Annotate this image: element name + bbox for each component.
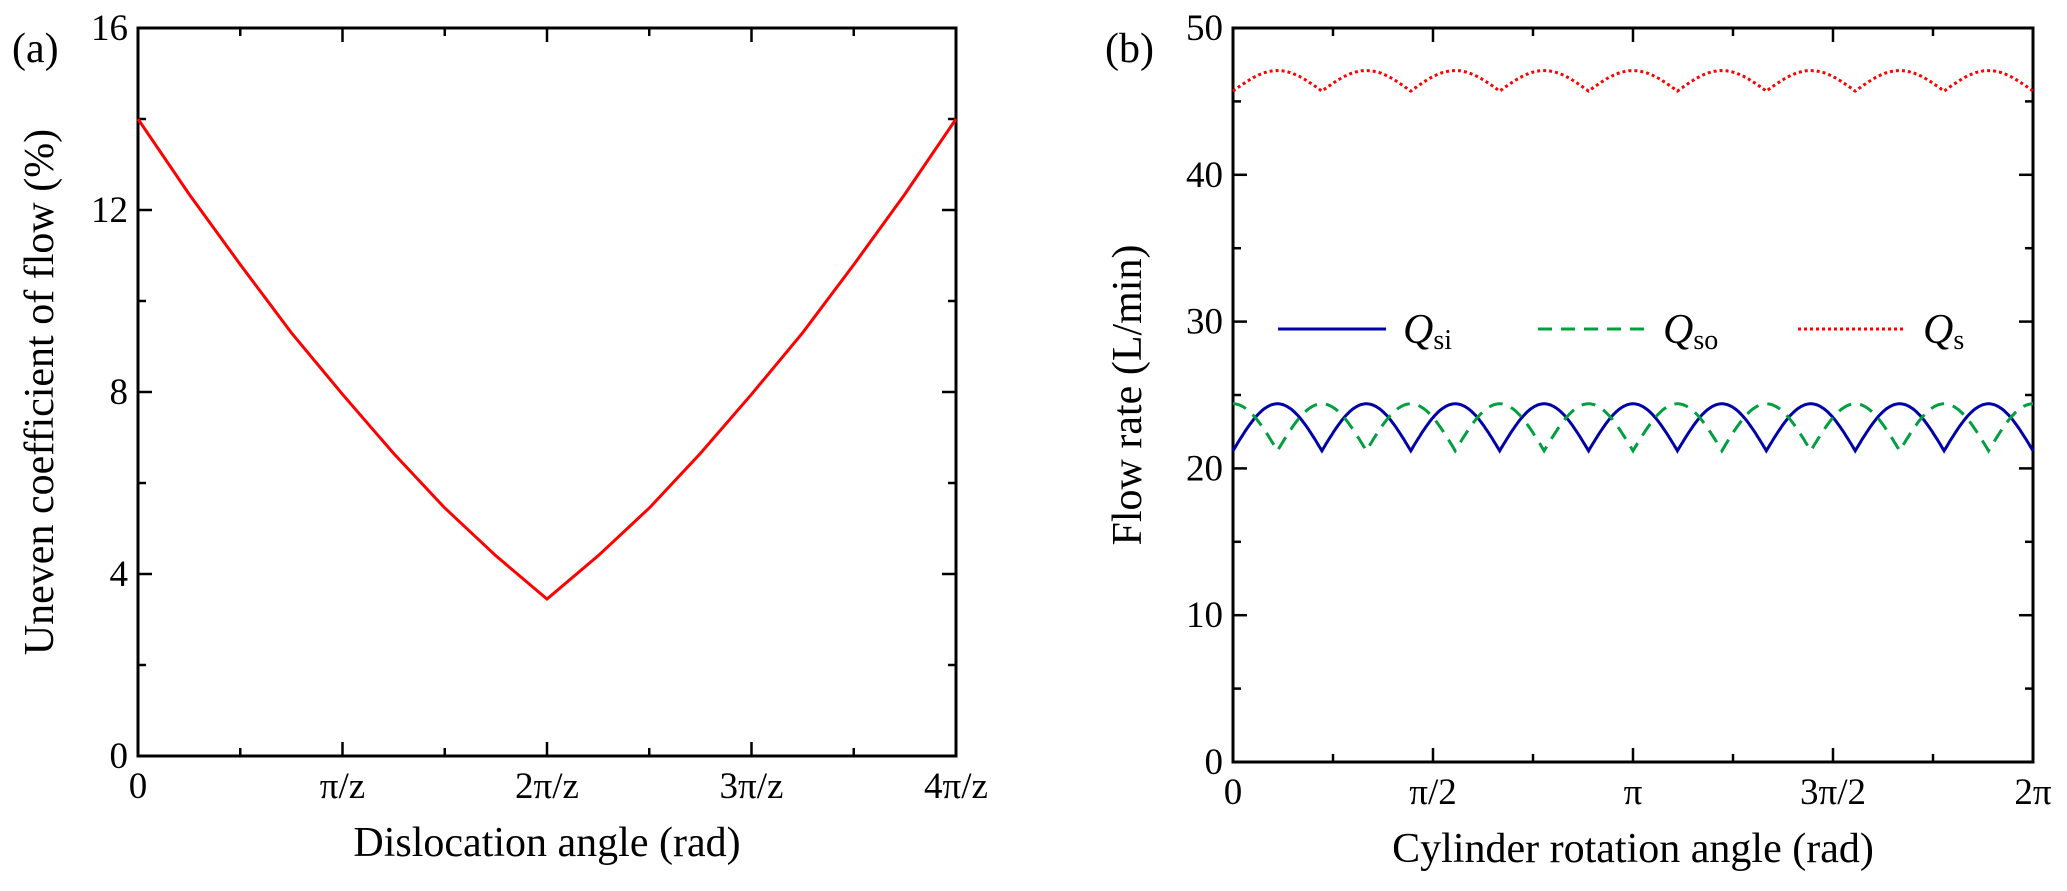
y-tick-label: 40: [1186, 155, 1223, 196]
panel-b-x-axis-title: Cylinder rotation angle (rad): [1392, 826, 1874, 872]
y-tick-label: 20: [1186, 448, 1223, 489]
x-tick-label: 3π/z: [720, 766, 784, 807]
panel-b-series: [1231, 69, 2035, 454]
y-tick-label: 12: [91, 190, 128, 231]
panel-b-legend: Qsi Qso Qs: [1278, 307, 1964, 356]
y-tick-label: 4: [110, 554, 129, 595]
y-tick-label: 0: [110, 736, 129, 777]
panel-a-ticks: [136, 26, 958, 758]
y-tick-label: 50: [1186, 8, 1223, 49]
y-tick-label: 16: [91, 8, 128, 49]
y-tick-label: 10: [1186, 595, 1223, 636]
panel-a-series: [136, 118, 958, 601]
y-tick-label: 30: [1186, 302, 1223, 343]
series-line-qs: [1232, 69, 2034, 93]
panel-a-label: (a): [12, 26, 59, 72]
x-tick-label: 2π/z: [515, 766, 579, 807]
legend-label-qs: Qs: [1923, 307, 1964, 356]
series-line-qsi: [1231, 402, 2035, 454]
panel-b-chart: (b) 0 π/2 π 3π/2 2π 0 10 20 30 40 50 Qsi Qso Qs Cyl…: [1105, 8, 2052, 872]
y-tick-label: 8: [110, 372, 129, 413]
legend-label-qso: Qso: [1663, 307, 1718, 356]
series-line-qso: [1233, 402, 2033, 454]
panel-a-plot-frame: [136, 26, 958, 758]
panel-b-plot-frame: [1231, 26, 2035, 764]
panel-b-y-axis-title: Flow rate (L/min): [1105, 245, 1151, 546]
x-tick-label: π/2: [1409, 772, 1456, 813]
panel-a-x-tick-labels: 0 π/z 2π/z 3π/z 4π/z: [129, 766, 988, 807]
legend-label-qsi: Qsi: [1403, 307, 1452, 356]
x-tick-label: π: [1624, 772, 1643, 813]
x-tick-label: 4π/z: [924, 766, 988, 807]
series-line-uneven-coefficient: [136, 118, 958, 601]
x-tick-label: 0: [129, 766, 148, 807]
panel-a-y-axis-title: Uneven coefficient of flow (%): [17, 129, 63, 655]
y-tick-label: 0: [1205, 742, 1224, 783]
panel-b-y-tick-labels: 0 10 20 30 40 50: [1186, 8, 1223, 783]
x-tick-label: 0: [1224, 772, 1243, 813]
panel-a-chart: (a) 0 π/z 2π/z 3π/z 4π/z 0 4 8 12 16 Dislocation…: [12, 8, 988, 866]
x-tick-label: 3π/2: [1800, 772, 1866, 813]
panel-b-label: (b): [1105, 26, 1154, 72]
panel-a-x-axis-title: Dislocation angle (rad): [353, 820, 740, 866]
x-tick-label: π/z: [320, 766, 365, 807]
x-tick-label: 2π: [2014, 772, 2052, 813]
panel-a-y-tick-labels: 0 4 8 12 16: [91, 8, 128, 777]
panel-b-x-tick-labels: 0 π/2 π 3π/2 2π: [1224, 772, 2052, 813]
panel-b-ticks: [1231, 26, 2035, 764]
